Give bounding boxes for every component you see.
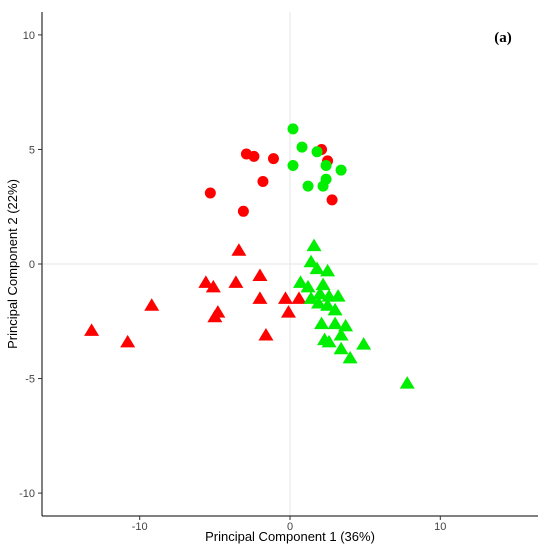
data-point-circle xyxy=(287,123,299,135)
data-point-circle xyxy=(317,180,329,192)
data-point-triangle xyxy=(330,289,346,302)
data-point-triangle xyxy=(120,334,136,348)
data-point-triangle xyxy=(300,279,316,293)
data-point-circle xyxy=(204,187,216,199)
data-point-triangle xyxy=(258,328,274,341)
data-point-triangle xyxy=(252,291,268,304)
data-point-triangle xyxy=(399,376,415,389)
data-point-triangle xyxy=(309,261,325,275)
y-axis-ticks: -10 -5 0 5 10 xyxy=(19,30,42,500)
data-point-triangle xyxy=(280,305,296,318)
data-point-triangle xyxy=(306,238,322,252)
data-point-triangle xyxy=(342,350,358,364)
data-point-triangle xyxy=(293,275,309,288)
x-tick-label: 10 xyxy=(434,521,446,533)
data-point-triangle xyxy=(252,268,268,281)
data-point-circle xyxy=(296,141,308,153)
data-point-triangle xyxy=(303,291,319,304)
data-point-triangle xyxy=(356,337,372,350)
data-point-triangle xyxy=(315,277,331,291)
panel-label: (a) xyxy=(494,30,512,46)
data-point-circle xyxy=(257,176,269,188)
data-point-circle xyxy=(335,164,347,176)
y-tick-label: -10 xyxy=(19,488,35,500)
data-point-triangle xyxy=(320,298,336,311)
data-point-circle xyxy=(326,194,338,206)
data-point-circle xyxy=(237,205,249,217)
data-point-circle xyxy=(267,153,279,165)
data-point-triangle xyxy=(333,328,349,341)
data-point-triangle xyxy=(320,263,336,277)
data-point-triangle xyxy=(198,275,214,288)
y-tick-label: 0 xyxy=(29,259,35,271)
data-point-triangle xyxy=(338,318,354,332)
data-point-triangle xyxy=(327,302,343,316)
data-point-triangle xyxy=(303,254,319,268)
data-point-triangle xyxy=(205,279,221,293)
data-point-circle xyxy=(311,146,323,158)
data-point-triangle xyxy=(231,243,247,256)
data-point-triangle xyxy=(144,298,160,311)
y-tick-label: -5 xyxy=(25,374,35,386)
y-tick-label: 5 xyxy=(29,144,35,156)
x-axis-ticks: -10 0 10 xyxy=(132,516,446,533)
data-point-triangle xyxy=(321,334,337,348)
data-point-triangle xyxy=(84,323,100,336)
data-point-triangle xyxy=(291,291,307,304)
data-point-triangle xyxy=(333,341,349,355)
y-tick-label: 10 xyxy=(23,30,35,42)
x-tick-label: 0 xyxy=(287,521,293,533)
data-point-triangle xyxy=(228,275,244,288)
data-point-triangle xyxy=(312,286,328,300)
data-point-triangle xyxy=(327,316,343,330)
data-point-circle xyxy=(302,180,314,192)
data-points xyxy=(84,123,415,389)
data-point-circle xyxy=(287,159,299,171)
data-point-triangle xyxy=(314,316,330,330)
data-point-triangle xyxy=(277,291,293,304)
data-point-circle xyxy=(320,159,332,171)
x-tick-label: -10 xyxy=(132,521,148,533)
data-point-triangle xyxy=(311,295,327,309)
y-axis-title: Principal Component 2 (22%) xyxy=(5,179,20,349)
data-point-circle xyxy=(248,150,260,162)
x-axis-title: Principal Component 1 (36%) xyxy=(205,529,375,544)
reference-lines xyxy=(42,12,538,516)
data-point-triangle xyxy=(207,309,223,323)
